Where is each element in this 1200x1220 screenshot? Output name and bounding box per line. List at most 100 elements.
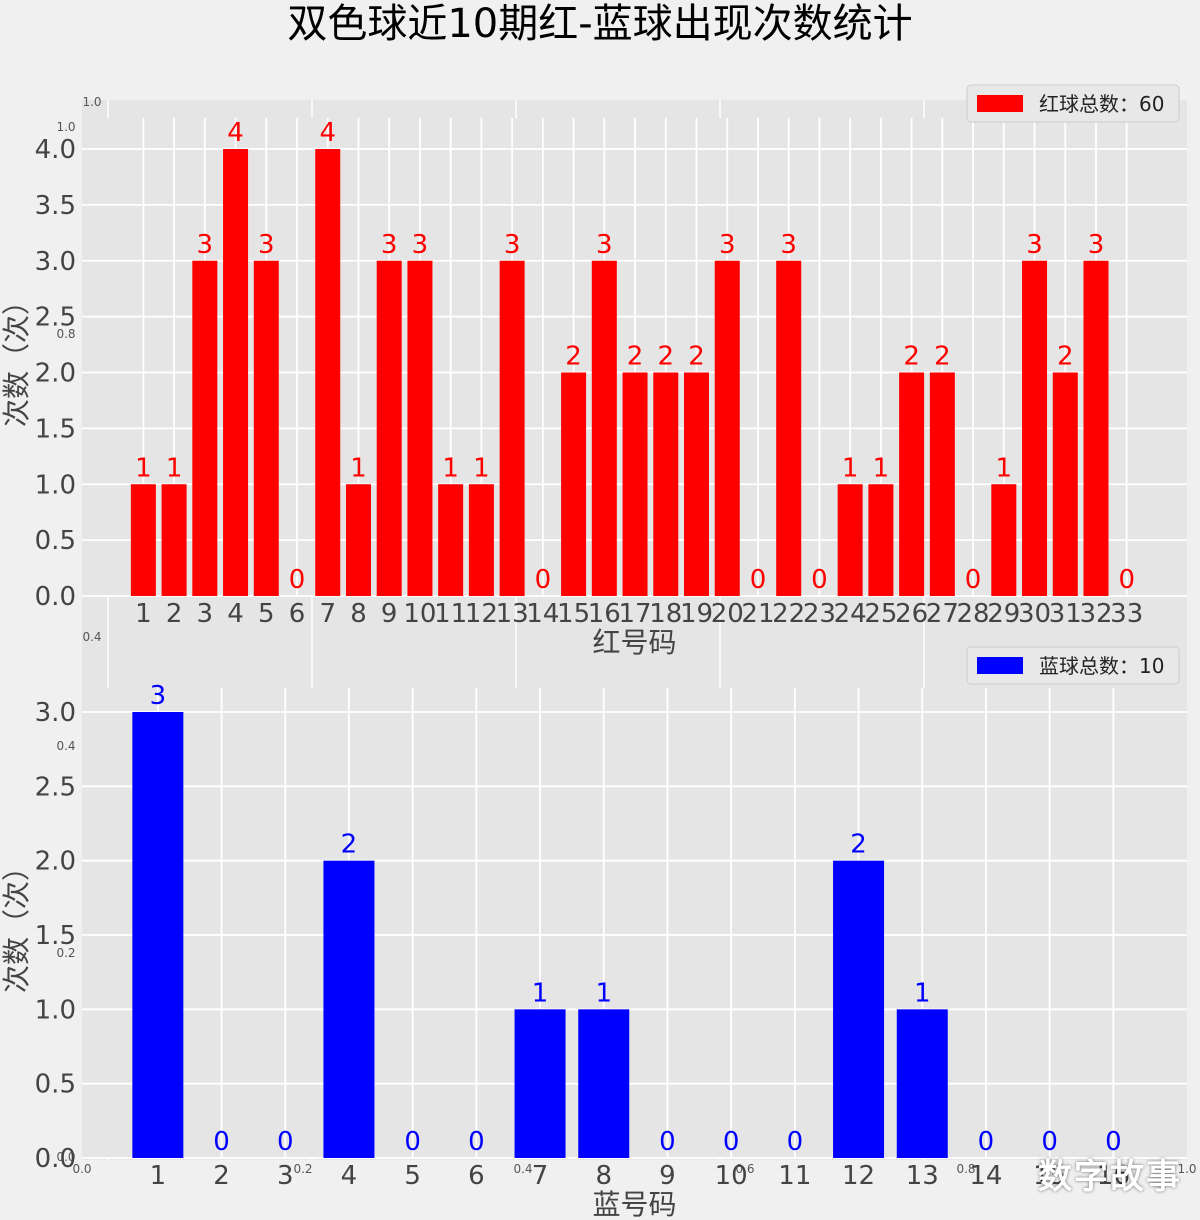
x-tick-label: 4 (227, 599, 244, 629)
x-tick-label: 15 (1033, 1161, 1066, 1191)
x-tick-label: 10 (715, 1161, 748, 1191)
x-tick-label: 32 (1079, 599, 1112, 629)
bar (132, 712, 184, 1158)
data-label: 1 (996, 453, 1013, 483)
ghost-y-tick-label: 0.8 (56, 327, 75, 341)
x-tick-label: 9 (659, 1161, 676, 1191)
data-label: 2 (688, 342, 705, 372)
data-label: 3 (504, 230, 521, 260)
x-tick-label: 8 (595, 1161, 612, 1191)
data-label: 3 (780, 230, 797, 260)
data-label: 0 (978, 1127, 995, 1157)
data-label: 1 (842, 453, 859, 483)
x-tick-label: 11 (778, 1161, 811, 1191)
x-tick-label: 3 (197, 599, 214, 629)
y-tick-label: 0.5 (35, 1070, 76, 1100)
bar (345, 484, 371, 596)
data-label: 1 (442, 453, 459, 483)
x-tick-label: 1 (150, 1161, 167, 1191)
bar (591, 260, 617, 596)
data-label: 0 (787, 1127, 804, 1157)
data-label: 3 (719, 230, 736, 260)
x-tick-label: 4 (341, 1161, 358, 1191)
x-axis-label: 红号码 (592, 626, 676, 659)
data-label: 3 (412, 230, 429, 260)
y-axis-label: 次数（次） (0, 287, 33, 427)
x-tick-label: 2 (213, 1161, 230, 1191)
data-label: 1 (914, 978, 931, 1008)
x-tick-label: 26 (895, 599, 928, 629)
data-label: 0 (289, 565, 306, 595)
x-tick-label: 5 (404, 1161, 421, 1191)
bar (514, 1009, 566, 1158)
data-label: 0 (213, 1127, 230, 1157)
ghost-x-tick-label: 0.0 (72, 1162, 91, 1176)
x-tick-label: 22 (772, 599, 805, 629)
x-tick-label: 14 (969, 1161, 1002, 1191)
x-tick-label: 12 (465, 599, 498, 629)
bar (776, 260, 802, 596)
data-label: 3 (197, 230, 214, 260)
bar (896, 1009, 948, 1158)
bar (499, 260, 525, 596)
data-label: 4 (319, 118, 336, 148)
x-tick-label: 7 (319, 599, 336, 629)
x-tick-label: 7 (532, 1161, 549, 1191)
bar (253, 260, 279, 596)
x-tick-label: 11 (434, 599, 467, 629)
x-tick-label: 6 (289, 599, 306, 629)
bar (438, 484, 464, 596)
x-tick-label: 15 (557, 599, 590, 629)
y-tick-label: 0.5 (35, 526, 76, 556)
watermark: 数字故事 (1038, 1157, 1182, 1197)
x-tick-label: 6 (468, 1161, 485, 1191)
data-label: 3 (258, 230, 275, 260)
y-tick-label: 3.5 (35, 191, 76, 221)
chart-1-plot-area (82, 688, 1187, 1158)
legend-swatch (977, 95, 1023, 112)
data-label: 3 (596, 230, 613, 260)
x-axis-label: 蓝号码 (592, 1188, 676, 1220)
ghost-x-tick-label: 0.6 (735, 1162, 754, 1176)
data-label: 0 (404, 1127, 421, 1157)
ghost-y-tick-label: 1.0 (56, 120, 75, 134)
data-label: 0 (1041, 1127, 1058, 1157)
data-label: 3 (1026, 230, 1043, 260)
x-tick-label: 25 (864, 599, 897, 629)
y-tick-label: 2.0 (35, 359, 76, 389)
legend-swatch (977, 657, 1023, 674)
x-tick-label: 13 (906, 1161, 939, 1191)
bar (161, 484, 187, 596)
y-tick-label: 0.0 (35, 582, 76, 612)
x-tick-label: 16 (1097, 1161, 1130, 1191)
bar (192, 260, 218, 596)
x-tick-label: 5 (258, 599, 275, 629)
x-tick-label: 21 (741, 599, 774, 629)
data-label: 1 (873, 453, 890, 483)
bar (1052, 372, 1078, 596)
bar (833, 860, 885, 1158)
bar (578, 1009, 630, 1158)
data-label: 0 (811, 565, 828, 595)
ghost-y-tick-label: 0.4 (82, 630, 101, 644)
bar (561, 372, 587, 596)
y-tick-label: 2.5 (35, 303, 76, 333)
legend-label: 蓝球总数：10 (1039, 654, 1164, 678)
ghost-y-tick-label: 0.0 (56, 1150, 75, 1164)
data-label: 4 (227, 118, 244, 148)
bar (223, 149, 249, 596)
y-tick-label: 1.5 (35, 921, 76, 951)
bar (323, 860, 375, 1158)
x-tick-label: 13 (496, 599, 529, 629)
x-tick-label: 30 (1018, 599, 1051, 629)
x-tick-label: 3 (277, 1161, 294, 1191)
legend-box (966, 646, 1180, 685)
ghost-y-tick-label: 1.0 (82, 95, 101, 109)
data-label: 1 (166, 453, 183, 483)
bar (929, 372, 955, 596)
x-tick-label: 33 (1110, 599, 1143, 629)
x-tick-label: 1 (135, 599, 152, 629)
x-tick-label: 24 (834, 599, 867, 629)
chart-title: 双色球近10期红-蓝球出现次数统计 (287, 1, 913, 47)
